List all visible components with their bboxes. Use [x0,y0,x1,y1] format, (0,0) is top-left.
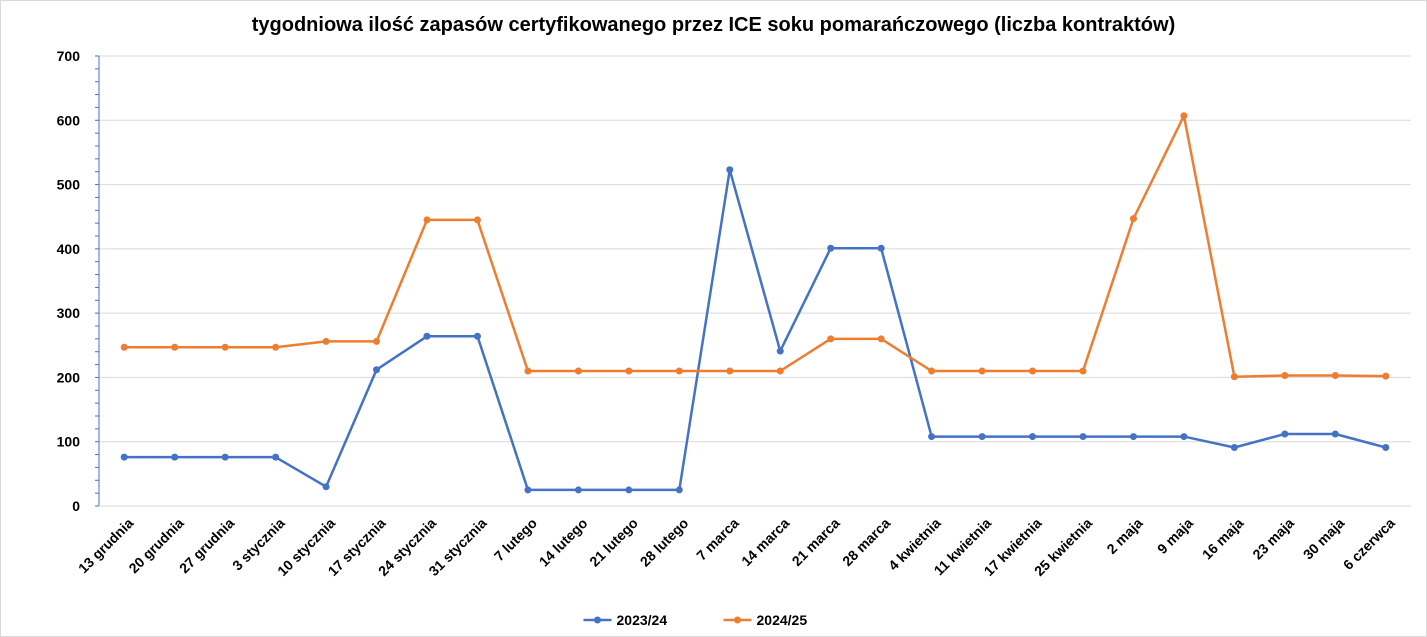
x-tick-label: 28 lutego [637,515,692,570]
data-point [423,332,431,340]
data-point [322,337,330,345]
data-point [1129,215,1137,223]
data-point [877,244,885,252]
data-point [221,343,229,351]
y-tick-labels: 0 100 200 300 400 500 600 700 [57,48,81,514]
data-point [726,166,734,174]
x-tick-label: 6 czerwca [1340,515,1398,573]
data-point [776,367,784,375]
data-point [322,483,330,491]
x-tick-label: 9 maja [1154,515,1196,557]
y-tick-label: 500 [57,177,81,193]
y-tick-label: 200 [57,369,81,385]
data-point [1129,433,1137,441]
data-point [1029,433,1037,441]
data-point [272,453,280,461]
y-tick-label: 300 [57,305,81,321]
x-tick-label: 27 grudnia [176,515,238,577]
data-point [726,367,734,375]
data-point [625,367,633,375]
legend-marker [594,616,601,624]
legend: 2023/24 2024/25 [583,612,808,628]
axes [95,55,1411,507]
x-tick-label: 23 maja [1249,515,1297,563]
data-point [1079,367,1087,375]
data-point [120,343,128,351]
x-tick-label: 14 marca [738,515,792,569]
x-tick-label: 14 lutego [536,515,591,570]
y-tick-label: 100 [57,434,81,450]
data-point [1079,433,1087,441]
series-lines [120,112,1390,494]
data-point [827,244,835,252]
data-point [827,335,835,343]
y-tick-label: 700 [57,48,81,64]
x-tick-label: 7 marca [693,515,742,564]
data-point [120,453,128,461]
data-point [373,337,381,345]
x-tick-label: 16 maja [1199,515,1247,563]
data-point [423,216,431,224]
data-point [574,486,582,494]
y-tick-label: 400 [57,241,81,257]
x-tick-label: 21 lutego [586,515,641,570]
data-point [1382,444,1390,451]
y-tick-label: 600 [57,112,81,128]
data-point [1281,372,1289,379]
legend-label: 2024/25 [757,612,808,628]
data-point [1230,373,1238,381]
gridlines [99,55,1411,443]
data-point [776,347,784,355]
data-point [524,367,532,375]
data-point [171,343,179,351]
data-point [574,367,582,375]
data-point [221,453,229,461]
data-point [373,366,381,374]
chart-title: tygodniowa ilość zapasów certyfikowanego… [251,14,1176,36]
data-point [473,216,481,224]
data-point [675,486,683,494]
data-point [675,367,683,375]
data-point [978,433,986,441]
data-point [1281,430,1289,438]
y-tick-label: 0 [72,498,80,514]
legend-label: 2023/24 [617,612,668,628]
series-line [124,114,1386,379]
x-tick-label: 2 maja [1103,515,1145,557]
data-point [1331,372,1339,379]
data-point [1331,430,1339,438]
data-point [1029,367,1037,375]
data-point [1180,433,1188,441]
data-point [1180,112,1188,120]
data-point [625,486,633,494]
x-tick-label: 7 lutego [491,515,540,564]
data-point [928,433,936,441]
legend-marker [734,616,741,624]
series-line [124,168,1387,492]
data-point [473,332,481,340]
data-point [1230,444,1238,451]
x-tick-label: 21 marca [789,515,843,569]
data-point [877,335,885,343]
x-tick-label: 30 maja [1300,515,1348,563]
data-point [1382,372,1390,380]
data-point [524,486,532,494]
data-point [171,453,179,461]
data-point [928,367,936,375]
data-point [978,367,986,375]
data-point [272,343,280,351]
